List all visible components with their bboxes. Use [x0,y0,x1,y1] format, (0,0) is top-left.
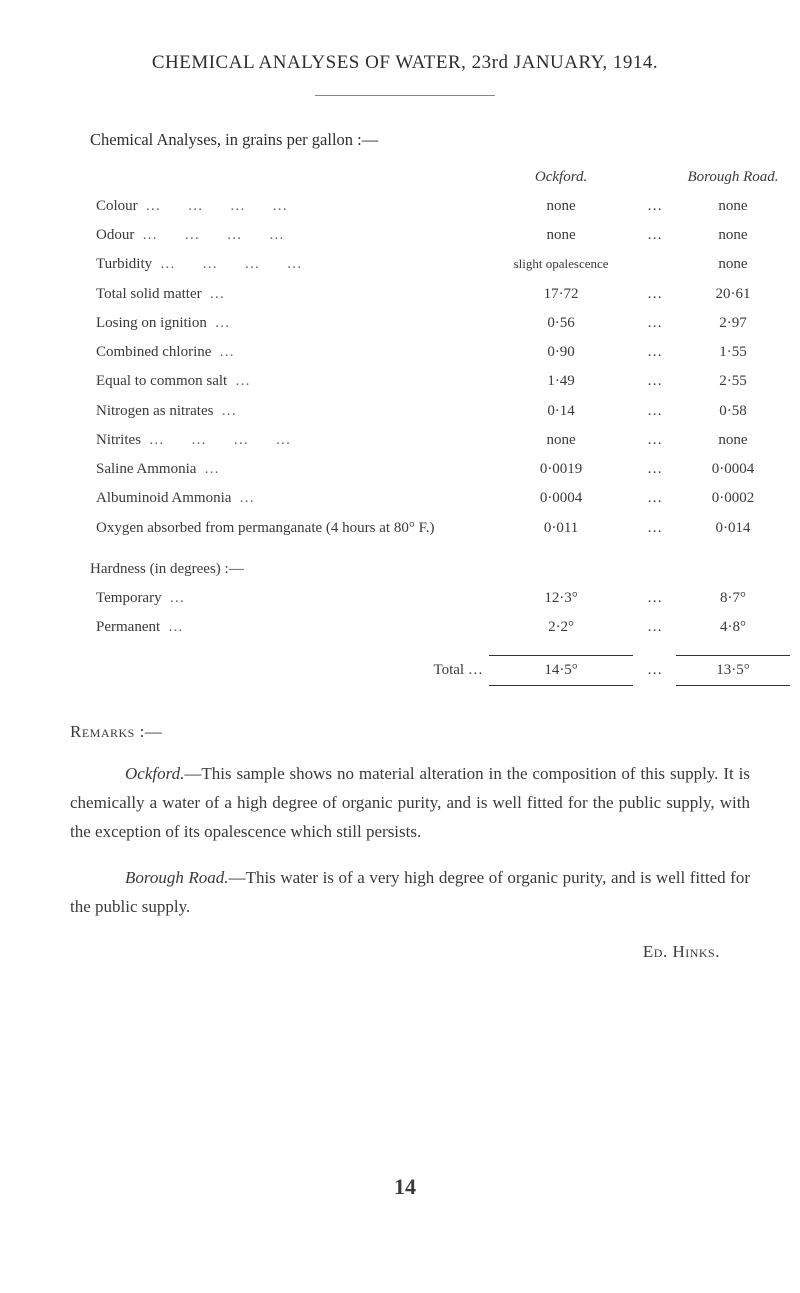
row-borough: 8·7° [676,584,790,613]
row-ockford: 0·0004 [489,484,633,513]
row-label: Odour [90,221,489,250]
hardness-header: Hardness (in degrees) :— [90,555,790,584]
page-title: CHEMICAL ANALYSES OF WATER, 23rd JANUARY… [40,50,770,77]
table-row: Equal to common salt 1·49 … 2·55 [90,367,790,396]
remarks-para-1: Ockford.—This sample shows no material a… [70,760,750,847]
row-ockford: 2·2° [489,613,633,642]
table-row: Oxygen absorbed from permanganate (4 hou… [90,514,790,543]
table-header-row: Ockford. Borough Road. [90,163,790,192]
row-ockford: slight opalescence [489,250,633,279]
table-row: Colour none … none [90,192,790,221]
row-ockford: 1·49 [489,367,633,396]
total-borough: 13·5° [676,655,790,685]
row-borough: 0·0002 [676,484,790,513]
col-header-ockford: Ockford. [489,163,633,192]
table-row: Losing on ignition 0·56 … 2·97 [90,309,790,338]
row-label: Albuminoid Ammonia [90,484,489,513]
row-borough: none [676,221,790,250]
row-label: Saline Ammonia [90,455,489,484]
remarks-header: Remarks :— [70,720,770,744]
row-label: Combined chlorine [90,338,489,367]
row-borough: 2·97 [676,309,790,338]
total-row: Total … 14·5° … 13·5° [90,655,790,685]
row-ockford: none [489,221,633,250]
title-text: CHEMICAL ANALYSES OF WATER, 23rd JANUARY… [152,52,658,73]
row-label: Losing on ignition [90,309,489,338]
page-number: 14 [40,1172,770,1203]
col-header-borough: Borough Road. [676,163,790,192]
row-ockford: none [489,192,633,221]
row-label: Nitrites [90,426,489,455]
table-row: Total solid matter 17·72 … 20·61 [90,280,790,309]
row-ockford: none [489,426,633,455]
table-row: Combined chlorine 0·90 … 1·55 [90,338,790,367]
row-borough: 0·0004 [676,455,790,484]
row-label: Total solid matter [90,280,489,309]
remarks-para-2: Borough Road.—This water is of a very hi… [70,864,750,922]
table-row: Permanent 2·2° … 4·8° [90,613,790,642]
row-label: Temporary [90,584,489,613]
total-ockford: 14·5° [489,655,633,685]
table-row: Nitrogen as nitrates 0·14 … 0·58 [90,397,790,426]
row-ockford: 0·011 [489,514,633,543]
row-ockford: 0·90 [489,338,633,367]
row-borough: none [676,192,790,221]
table-row: Saline Ammonia 0·0019 … 0·0004 [90,455,790,484]
table-row: Turbidity slight opalescence none [90,250,790,279]
row-ockford: 0·14 [489,397,633,426]
row-borough: 1·55 [676,338,790,367]
table-row: Odour none … none [90,221,790,250]
row-borough: 20·61 [676,280,790,309]
table-row: Albuminoid Ammonia 0·0004 … 0·0002 [90,484,790,513]
row-label: Nitrogen as nitrates [90,397,489,426]
row-borough: 0·58 [676,397,790,426]
row-borough: none [676,426,790,455]
row-ockford: 17·72 [489,280,633,309]
row-label: Equal to common salt [90,367,489,396]
row-ockford: 12·3° [489,584,633,613]
table-row: Temporary 12·3° … 8·7° [90,584,790,613]
total-label: Total … [90,655,489,685]
row-label: Permanent [90,613,489,642]
table-row: Nitrites none … none [90,426,790,455]
row-borough: 2·55 [676,367,790,396]
row-borough: 4·8° [676,613,790,642]
row-borough: none [676,250,790,279]
row-ockford: 0·0019 [489,455,633,484]
signature: Ed. Hinks. [40,940,720,964]
analysis-table: Ockford. Borough Road. Colour none … non… [90,163,790,692]
para1-em: Ockford. [125,764,184,783]
row-label: Turbidity [90,250,489,279]
title-rule [315,95,495,96]
section-header: Chemical Analyses, in grains per gallon … [90,128,770,151]
para2-em: Borough Road. [125,868,229,887]
row-label: Colour [90,192,489,221]
row-borough: 0·014 [676,514,790,543]
row-label: Oxygen absorbed from permanganate (4 hou… [90,514,489,543]
hardness-header-row: Hardness (in degrees) :— [90,555,790,584]
row-ockford: 0·56 [489,309,633,338]
